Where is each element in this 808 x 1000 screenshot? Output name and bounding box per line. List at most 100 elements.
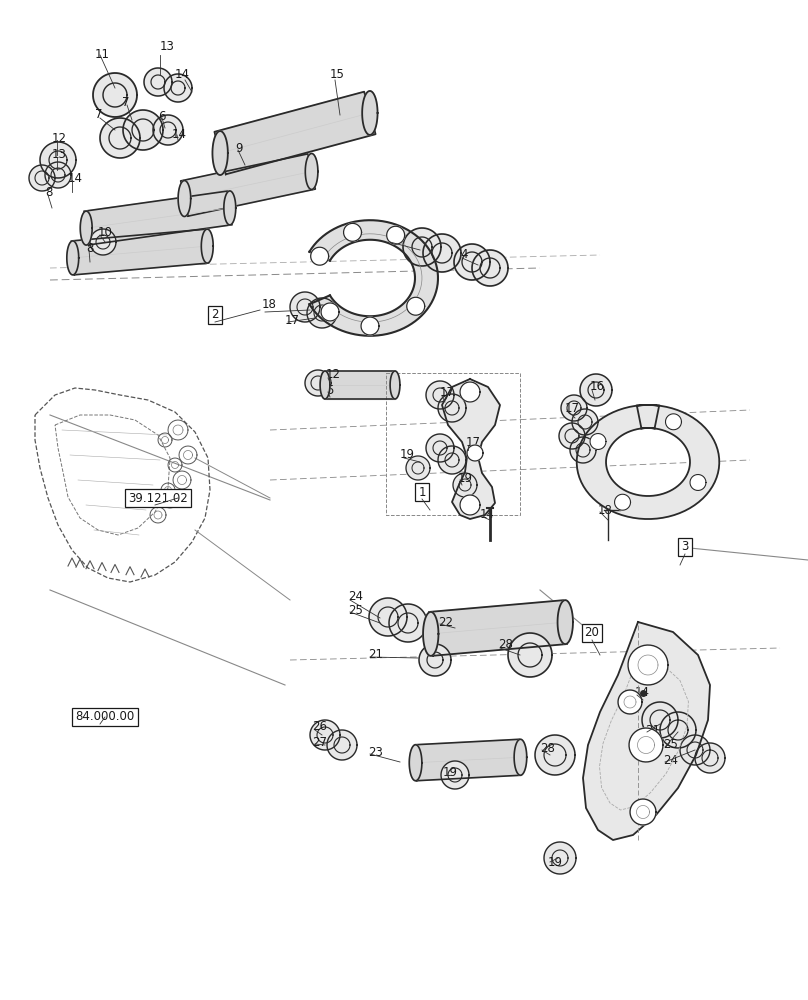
Polygon shape [561,395,587,421]
Polygon shape [590,434,606,449]
Polygon shape [201,229,213,263]
Text: 21: 21 [645,724,660,736]
Polygon shape [426,381,454,409]
Polygon shape [321,303,339,321]
Polygon shape [181,154,315,216]
Text: 7: 7 [95,108,103,121]
Text: 2: 2 [211,308,219,322]
Text: 3: 3 [681,540,688,554]
Polygon shape [410,745,422,781]
Text: 18: 18 [598,504,613,516]
Text: 17: 17 [440,386,455,399]
Polygon shape [213,131,228,175]
Text: 17: 17 [565,401,580,414]
Text: 16: 16 [388,231,403,243]
Text: 19: 19 [458,472,473,485]
Polygon shape [680,735,710,765]
Polygon shape [441,761,469,789]
Text: 39.121.02: 39.121.02 [128,491,188,504]
Polygon shape [660,712,696,748]
Polygon shape [572,409,598,435]
Polygon shape [426,434,454,462]
Text: 84.000.00: 84.000.00 [75,710,135,724]
Polygon shape [305,153,318,189]
Text: 26: 26 [312,720,327,734]
Polygon shape [535,735,575,775]
Polygon shape [387,226,405,244]
Polygon shape [369,598,407,636]
Polygon shape [429,600,567,656]
Polygon shape [630,799,656,825]
Polygon shape [389,604,427,642]
Polygon shape [90,229,116,255]
Polygon shape [327,730,357,760]
Polygon shape [93,73,137,117]
Polygon shape [325,371,395,399]
Polygon shape [618,690,642,714]
Text: 5: 5 [326,383,334,396]
Polygon shape [583,622,710,840]
Polygon shape [307,298,337,328]
Text: 9: 9 [235,141,242,154]
Polygon shape [390,371,400,399]
Text: 11: 11 [95,48,110,62]
Polygon shape [406,297,425,315]
Polygon shape [695,743,725,773]
Text: 12: 12 [326,368,341,381]
Polygon shape [442,379,500,519]
Text: 4: 4 [460,248,468,261]
Text: 14: 14 [175,68,190,82]
Text: 8: 8 [45,186,53,200]
Text: 25: 25 [663,738,678,752]
Text: 12: 12 [52,131,67,144]
Polygon shape [642,702,678,738]
Polygon shape [214,92,376,174]
Polygon shape [467,445,483,461]
Polygon shape [29,165,55,191]
Text: 7: 7 [122,97,129,109]
Text: 25: 25 [348,603,363,616]
Text: 8: 8 [86,241,94,254]
Polygon shape [343,223,361,241]
Text: 14: 14 [635,686,650,700]
Text: 10: 10 [98,227,113,239]
Polygon shape [144,68,172,96]
Polygon shape [438,446,466,474]
Text: 19: 19 [400,448,415,462]
Polygon shape [423,612,439,656]
Polygon shape [559,423,585,449]
Polygon shape [123,110,163,150]
Polygon shape [290,292,320,322]
Polygon shape [438,394,466,422]
Text: 24: 24 [348,589,363,602]
Text: 16: 16 [590,380,605,393]
Polygon shape [690,475,706,490]
Polygon shape [403,228,441,266]
Polygon shape [84,191,232,245]
Polygon shape [153,115,183,145]
Text: 24: 24 [663,754,678,766]
Polygon shape [361,317,379,335]
Polygon shape [570,437,596,463]
Text: 20: 20 [584,626,600,640]
Polygon shape [628,645,668,685]
Polygon shape [615,494,630,510]
Polygon shape [178,181,191,217]
Text: 6: 6 [158,110,166,123]
Text: 13: 13 [160,40,175,53]
Polygon shape [666,414,681,430]
Text: 17: 17 [285,314,300,326]
Polygon shape [415,739,521,781]
Polygon shape [311,247,329,265]
Polygon shape [577,405,719,519]
Text: 28: 28 [540,742,555,754]
Polygon shape [309,220,438,336]
Text: 27: 27 [312,736,327,748]
Polygon shape [514,739,527,775]
Text: 19: 19 [548,856,563,868]
Polygon shape [100,118,140,158]
Text: 19: 19 [443,766,458,780]
Polygon shape [460,382,480,402]
Text: 14: 14 [172,128,187,141]
Text: 13: 13 [52,148,67,161]
